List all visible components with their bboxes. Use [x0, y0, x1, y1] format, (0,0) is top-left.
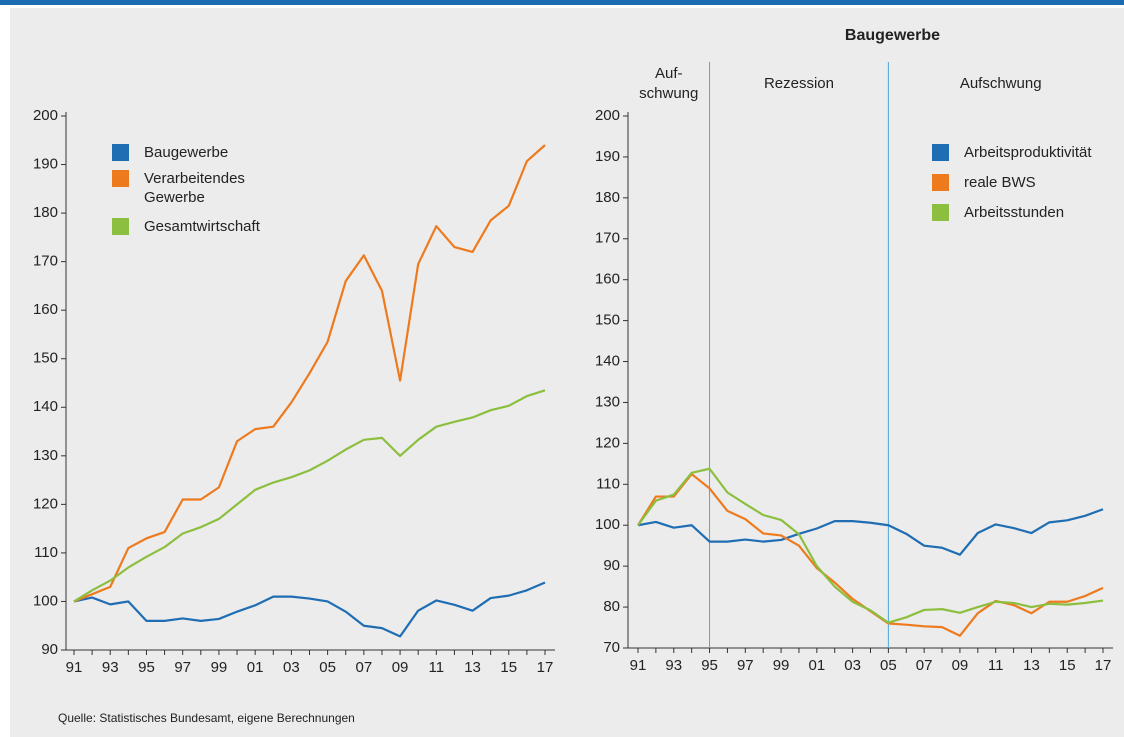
legend-label: Baugewerbe [144, 144, 229, 161]
legend-label: reale BWS [964, 174, 1036, 191]
series-line [73, 581, 546, 638]
phase-label: Auf- [655, 65, 683, 82]
x-tick-label: 07 [916, 657, 933, 674]
x-tick-label: 95 [138, 659, 155, 676]
legend-swatch [112, 144, 129, 161]
legend-label: Verarbeitendes Gewerbe [144, 170, 245, 206]
y-tick-label: 150 [595, 312, 620, 329]
x-tick-label: 09 [952, 657, 969, 674]
y-tick-label: 120 [33, 495, 58, 512]
x-tick-label: 01 [809, 657, 826, 674]
legend-label: Arbeitsstunden [964, 204, 1065, 221]
x-tick-label: 17 [537, 659, 554, 676]
y-tick-label: 140 [33, 398, 58, 415]
series-line [637, 467, 1104, 624]
x-tick-label: 07 [356, 659, 373, 676]
y-tick-label: 130 [33, 447, 58, 464]
x-tick-label: 03 [844, 657, 861, 674]
y-tick-label: 90 [41, 641, 58, 658]
x-tick-label: 05 [880, 657, 897, 674]
top-bar [0, 0, 1124, 5]
x-tick-label: 15 [1059, 657, 1076, 674]
phase-label: Rezession [764, 75, 834, 92]
y-tick-label: 110 [596, 475, 620, 492]
x-tick-label: 03 [283, 659, 300, 676]
x-tick-label: 13 [1023, 657, 1040, 674]
y-tick-label: 140 [595, 353, 620, 370]
legend-swatch [112, 170, 129, 187]
legend-label: Gesamtwirtschaft [144, 218, 260, 235]
source-note: Quelle: Statistisches Bundesamt, eigene … [58, 711, 355, 725]
chart-title: Baugewerbe [845, 27, 940, 44]
x-tick-label: 93 [665, 657, 682, 674]
x-tick-label: 91 [630, 657, 647, 674]
legend-swatch [932, 144, 949, 161]
y-tick-label: 160 [595, 271, 620, 288]
y-tick-label: 110 [34, 544, 58, 561]
x-tick-label: 93 [102, 659, 119, 676]
phase-label: schwung [639, 85, 698, 102]
y-tick-label: 190 [595, 148, 620, 165]
legend-swatch [112, 218, 129, 235]
y-tick-label: 200 [595, 107, 620, 124]
x-tick-label: 97 [737, 657, 754, 674]
y-tick-label: 90 [603, 557, 620, 574]
legend-swatch [932, 174, 949, 191]
x-tick-label: 09 [392, 659, 409, 676]
x-tick-label: 11 [429, 659, 445, 676]
legend-swatch [932, 204, 949, 221]
x-tick-label: 97 [174, 659, 191, 676]
x-tick-label: 11 [988, 657, 1004, 674]
x-tick-label: 01 [247, 659, 264, 676]
panel [10, 8, 1124, 737]
series-line [73, 144, 546, 603]
y-tick-label: 180 [33, 204, 58, 221]
phase-label: Aufschwung [960, 75, 1042, 92]
series-line [73, 389, 546, 603]
x-tick-label: 99 [773, 657, 790, 674]
x-tick-label: 95 [701, 657, 718, 674]
y-tick-label: 180 [595, 189, 620, 206]
x-tick-label: 99 [211, 659, 228, 676]
series-line [637, 508, 1104, 556]
y-tick-label: 100 [595, 516, 620, 533]
y-tick-label: 190 [33, 156, 58, 173]
y-tick-label: 100 [33, 592, 58, 609]
y-tick-label: 170 [595, 230, 620, 247]
y-tick-label: 160 [33, 301, 58, 318]
y-tick-label: 150 [33, 350, 58, 367]
x-tick-label: 15 [500, 659, 517, 676]
legend-label: Arbeitsproduktivität [964, 144, 1092, 161]
y-tick-label: 200 [33, 107, 58, 124]
x-tick-label: 05 [319, 659, 336, 676]
y-tick-label: 130 [595, 393, 620, 410]
y-tick-label: 70 [603, 639, 620, 656]
x-tick-label: 17 [1095, 657, 1112, 674]
x-tick-label: 13 [464, 659, 481, 676]
y-tick-label: 80 [603, 598, 620, 615]
y-tick-label: 170 [33, 253, 58, 270]
y-tick-label: 120 [595, 434, 620, 451]
x-tick-label: 91 [66, 659, 83, 676]
